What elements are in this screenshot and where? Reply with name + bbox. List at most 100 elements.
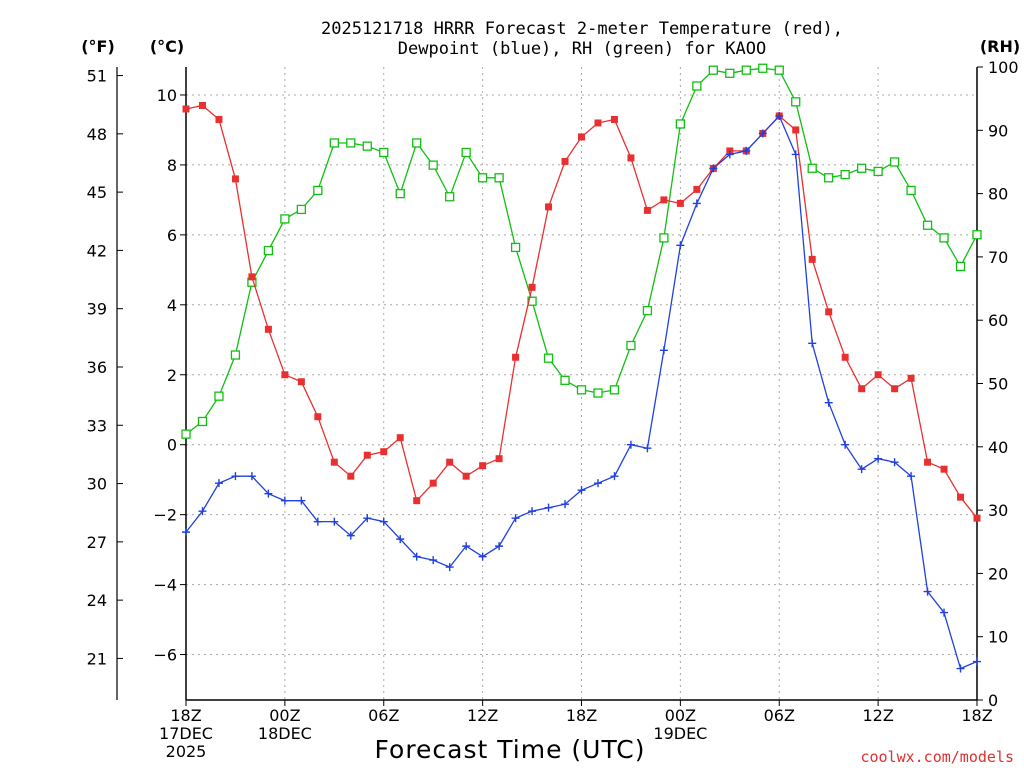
data-point bbox=[593, 479, 602, 488]
chart-title-line-2: Dewpoint (blue), RH (green) for KAOO bbox=[398, 39, 766, 59]
data-point bbox=[230, 350, 241, 360]
data-point bbox=[544, 503, 553, 512]
data-point bbox=[956, 664, 965, 673]
data-point bbox=[593, 388, 603, 398]
data-point bbox=[676, 199, 684, 207]
data-point bbox=[808, 339, 817, 348]
data-point bbox=[512, 353, 520, 361]
data-point bbox=[510, 242, 521, 253]
rh-tick-label: 30 bbox=[988, 501, 1008, 520]
data-point bbox=[528, 283, 536, 291]
data-point bbox=[560, 375, 570, 385]
data-point bbox=[973, 514, 981, 522]
data-point bbox=[413, 497, 421, 505]
data-point bbox=[857, 465, 866, 474]
f-tick-label: 21 bbox=[87, 649, 107, 668]
data-point bbox=[198, 101, 206, 109]
data-point bbox=[891, 385, 899, 393]
data-point bbox=[643, 444, 652, 453]
data-point bbox=[957, 493, 965, 501]
data-point bbox=[708, 65, 718, 75]
rh-tick-label: 40 bbox=[988, 438, 1008, 457]
rh-tick-label: 10 bbox=[988, 628, 1008, 647]
chart-title-line-1: 2025121718 HRRR Forecast 2-meter Tempera… bbox=[321, 19, 843, 39]
data-point bbox=[841, 440, 850, 449]
data-point bbox=[594, 119, 602, 127]
fahrenheit-unit-label: (°F) bbox=[81, 37, 115, 56]
data-point bbox=[347, 472, 355, 480]
data-point bbox=[346, 531, 355, 540]
f-tick-label: 45 bbox=[87, 183, 107, 202]
data-point bbox=[477, 173, 488, 183]
data-point bbox=[907, 374, 915, 382]
data-point bbox=[660, 196, 668, 204]
f-tick-label: 36 bbox=[87, 358, 107, 377]
f-tick-label: 51 bbox=[87, 67, 107, 86]
data-point bbox=[511, 514, 520, 523]
data-point bbox=[626, 440, 635, 449]
f-tick-label: 30 bbox=[87, 475, 107, 494]
data-point bbox=[923, 587, 932, 596]
c-tick-label: 4 bbox=[167, 296, 177, 315]
data-point bbox=[824, 173, 834, 183]
x-tick-label: 00Z bbox=[665, 706, 696, 725]
data-point bbox=[545, 203, 553, 211]
data-point bbox=[940, 465, 948, 473]
data-point bbox=[907, 472, 916, 481]
data-point bbox=[281, 371, 289, 379]
data-point bbox=[396, 434, 404, 442]
data-point bbox=[428, 160, 438, 170]
data-point bbox=[659, 346, 668, 355]
data-point bbox=[578, 133, 585, 141]
data-point bbox=[758, 129, 767, 138]
data-point bbox=[380, 448, 388, 456]
data-point bbox=[313, 185, 323, 196]
data-point bbox=[561, 500, 570, 509]
x-tick-label: 19DEC bbox=[653, 724, 707, 743]
f-tick-label: 24 bbox=[87, 591, 107, 610]
data-point bbox=[313, 517, 322, 526]
data-point bbox=[824, 398, 833, 407]
c-tick-label: 10 bbox=[157, 86, 177, 105]
f-tick-label: 33 bbox=[87, 416, 107, 435]
c-tick-label: 0 bbox=[167, 436, 177, 455]
data-point bbox=[215, 115, 223, 123]
data-point bbox=[889, 157, 900, 167]
data-point bbox=[495, 455, 503, 463]
data-point bbox=[231, 175, 239, 183]
data-point bbox=[610, 472, 619, 481]
rh-tick-label: 100 bbox=[988, 58, 1019, 77]
x-tick-label: 00Z bbox=[269, 706, 300, 725]
celsius-unit-label: (°C) bbox=[150, 37, 184, 56]
data-point bbox=[858, 385, 866, 393]
data-point bbox=[627, 154, 635, 162]
data-point bbox=[675, 119, 686, 129]
data-point bbox=[379, 147, 389, 158]
x-tick-label: 06Z bbox=[764, 706, 795, 725]
data-point bbox=[478, 552, 487, 561]
data-point bbox=[774, 65, 784, 75]
series-layer bbox=[181, 63, 982, 673]
rh-tick-label: 70 bbox=[988, 248, 1008, 267]
data-point bbox=[609, 385, 620, 395]
data-point bbox=[692, 199, 701, 208]
data-point bbox=[330, 517, 339, 526]
data-point bbox=[642, 306, 653, 316]
data-point bbox=[395, 188, 405, 199]
data-point bbox=[363, 451, 371, 459]
data-point bbox=[479, 462, 487, 470]
credit-text: coolwx.com/models bbox=[860, 748, 1014, 766]
data-point bbox=[610, 115, 618, 123]
series-dewpoint bbox=[182, 111, 981, 673]
data-point bbox=[182, 528, 190, 537]
data-point bbox=[412, 138, 422, 148]
data-point bbox=[693, 185, 701, 193]
data-point bbox=[742, 146, 751, 155]
c-tick-label: 6 bbox=[167, 226, 177, 245]
data-point bbox=[495, 542, 504, 551]
data-point bbox=[527, 296, 537, 306]
data-point bbox=[263, 245, 274, 256]
data-point bbox=[396, 535, 405, 544]
